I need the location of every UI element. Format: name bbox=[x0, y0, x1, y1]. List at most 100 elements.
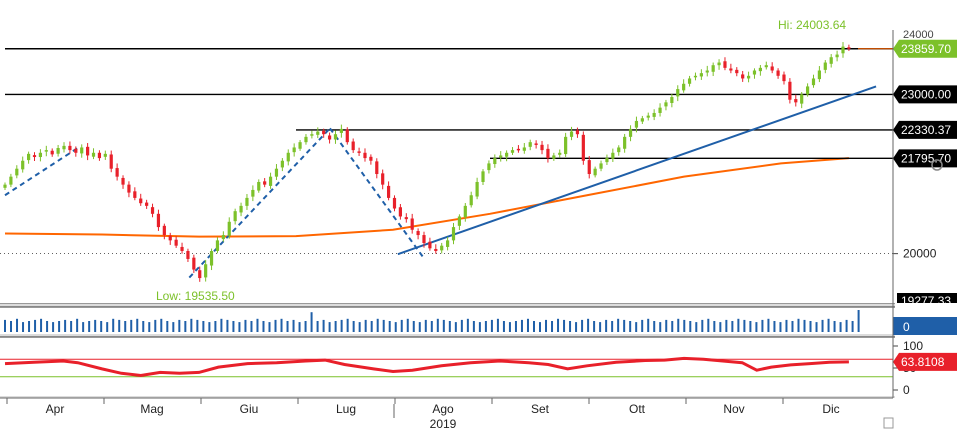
candle-body bbox=[451, 227, 456, 241]
candle-body bbox=[446, 240, 450, 247]
volume-bar bbox=[755, 322, 758, 332]
volume-bar bbox=[322, 319, 325, 332]
volume-bar bbox=[707, 318, 710, 332]
candle-body bbox=[469, 195, 473, 206]
volume-bar bbox=[701, 319, 704, 332]
volume-bar bbox=[370, 321, 373, 332]
volume-bar bbox=[803, 319, 806, 332]
volume-bar bbox=[436, 318, 439, 332]
volume-bar bbox=[599, 322, 602, 332]
volume-bar bbox=[316, 321, 319, 332]
candles-layer bbox=[3, 42, 851, 282]
volume-bar bbox=[178, 319, 181, 332]
candle-body bbox=[764, 65, 768, 68]
volume-bar bbox=[256, 318, 259, 332]
volume-bar bbox=[274, 319, 277, 332]
volume-bar bbox=[689, 321, 692, 332]
candle-body bbox=[215, 240, 220, 251]
volume-bar bbox=[647, 318, 650, 332]
candle-body bbox=[758, 67, 762, 72]
candle-body bbox=[180, 246, 184, 251]
volume-bar bbox=[551, 321, 554, 332]
month-label: Ago bbox=[432, 402, 454, 416]
candle-body bbox=[245, 197, 249, 206]
volume-bar bbox=[4, 319, 6, 332]
candle-body bbox=[581, 134, 585, 161]
candle-body bbox=[835, 54, 839, 58]
volume-bar bbox=[797, 318, 800, 332]
candle-body bbox=[440, 245, 444, 251]
hidden-top-tick: 24000 bbox=[903, 29, 934, 41]
volume-bar bbox=[334, 321, 337, 332]
volume-bar bbox=[52, 322, 55, 332]
rsi-axis: 10050063.8108 bbox=[893, 339, 957, 397]
volume-bar bbox=[250, 321, 253, 332]
volume-bar bbox=[502, 321, 505, 332]
price-tag-box bbox=[893, 85, 957, 104]
candle-body bbox=[333, 134, 338, 140]
volume-bar bbox=[382, 319, 385, 332]
volume-bar bbox=[136, 318, 139, 332]
volume-bar bbox=[448, 321, 451, 332]
volume-bar bbox=[442, 319, 445, 332]
price-tag: 22330.37 bbox=[893, 120, 957, 139]
volume-bar bbox=[605, 319, 608, 332]
candle-body bbox=[286, 152, 290, 162]
settings-icon[interactable] bbox=[931, 159, 943, 171]
price-tick-label: 20000 bbox=[903, 247, 937, 261]
volume-bar bbox=[400, 319, 403, 332]
candle-body bbox=[811, 78, 816, 86]
candle-body bbox=[699, 73, 703, 77]
candle-body bbox=[569, 131, 574, 137]
moving-average-layer bbox=[4, 157, 849, 238]
candle-body bbox=[628, 128, 633, 137]
candle-body bbox=[316, 131, 320, 135]
volume-bar bbox=[695, 322, 698, 332]
month-label: Lug bbox=[336, 402, 356, 416]
volume-bar bbox=[64, 319, 67, 332]
volume-bar bbox=[358, 322, 361, 332]
volume-bar bbox=[581, 319, 584, 332]
price-tag-label: 23859.70 bbox=[901, 42, 951, 56]
trendlines-layer bbox=[4, 85, 877, 279]
volume-bar bbox=[496, 318, 499, 332]
volume-bar bbox=[28, 321, 31, 332]
volume-bar bbox=[100, 321, 103, 332]
candle-body bbox=[587, 160, 591, 175]
candle-body bbox=[505, 152, 509, 157]
price-labels-layer: Hi: 24003.64 Low: 19535.50 24000 bbox=[156, 18, 934, 303]
volume-bar bbox=[22, 322, 25, 332]
volume-bar bbox=[34, 319, 37, 332]
volume-bar bbox=[719, 322, 722, 332]
candle-body bbox=[682, 83, 686, 91]
candle-body bbox=[50, 150, 54, 155]
candle-body bbox=[80, 147, 84, 154]
candle-body bbox=[546, 148, 550, 159]
expand-icon[interactable] bbox=[883, 417, 894, 429]
candle-body bbox=[150, 207, 155, 214]
volume-bar bbox=[815, 322, 818, 332]
volume-bar bbox=[773, 321, 776, 332]
candle-body bbox=[646, 115, 650, 118]
candle-body bbox=[552, 155, 556, 159]
candle-body bbox=[115, 168, 119, 177]
right-edge-icons bbox=[883, 159, 943, 429]
volume-bar bbox=[520, 319, 523, 332]
candle-body bbox=[575, 130, 580, 135]
volume-bar bbox=[244, 319, 247, 332]
candle-body bbox=[74, 148, 78, 153]
month-label: Apr bbox=[46, 402, 65, 416]
high-label: Hi: 24003.64 bbox=[778, 18, 846, 32]
candle-body bbox=[156, 213, 161, 228]
price-tags-layer: 23859.70 23000.00 22330.37 21795.70 19277.33 bbox=[893, 39, 957, 308]
candle-body bbox=[829, 57, 833, 64]
x-axis: 2019 Apr Mag Giu Lug Ago Set Ott Nov Dic bbox=[0, 397, 893, 431]
candle-body bbox=[670, 97, 674, 103]
volume-bar bbox=[851, 321, 854, 332]
volume-bar bbox=[713, 321, 716, 332]
volume-bar bbox=[845, 319, 848, 332]
volume-bar bbox=[839, 322, 842, 332]
volume-bar bbox=[767, 318, 770, 332]
volume-bar bbox=[376, 318, 379, 332]
volume-bar bbox=[184, 321, 187, 332]
